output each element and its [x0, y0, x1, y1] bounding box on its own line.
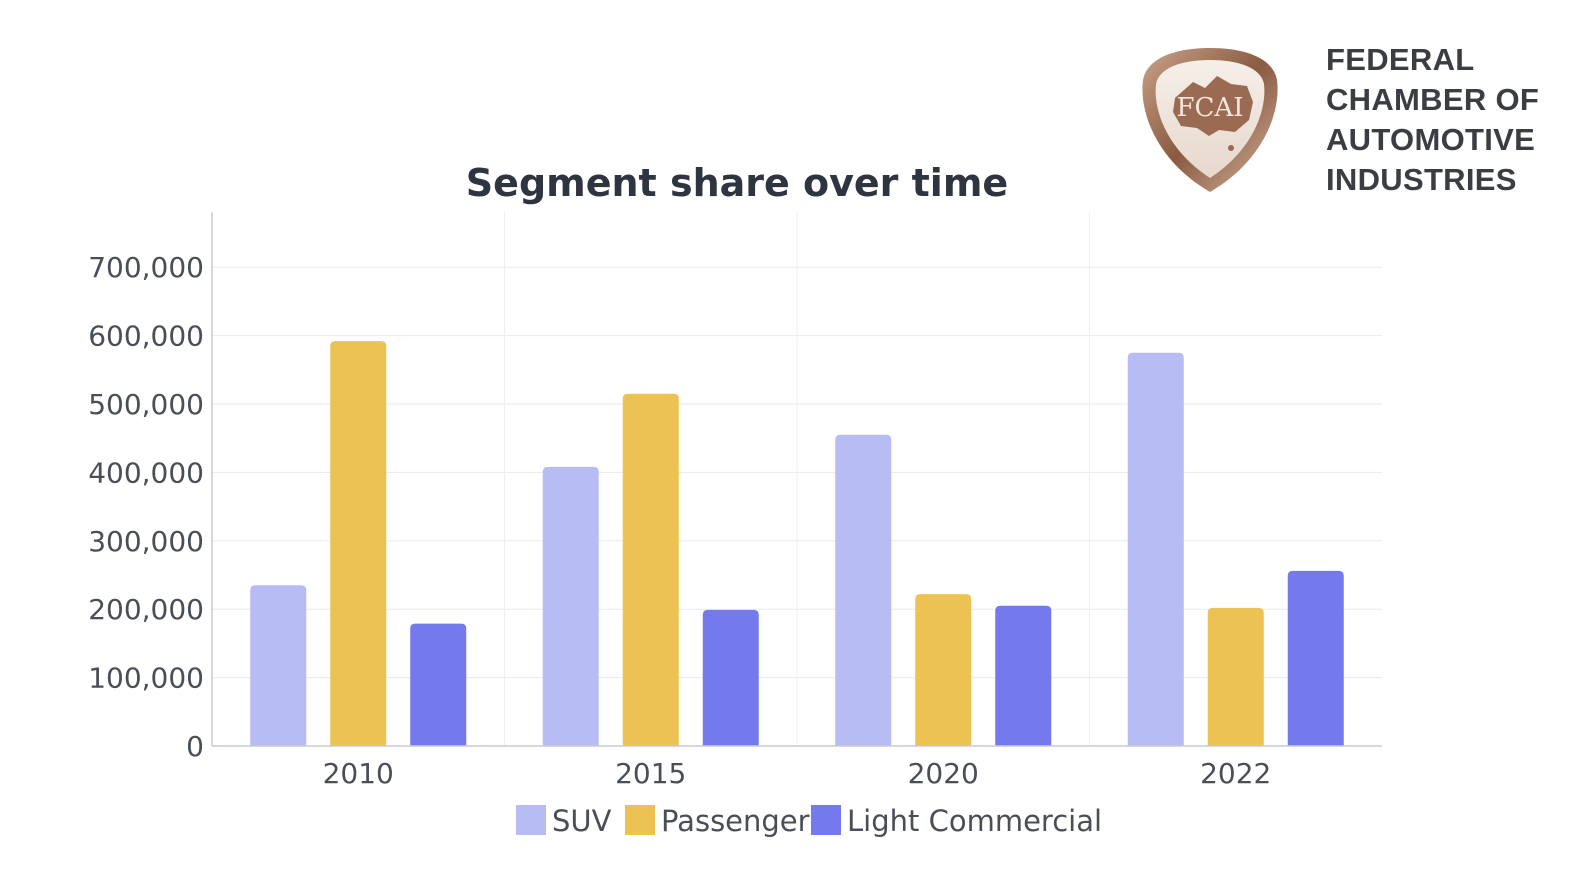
x-tick-label: 2015	[615, 757, 686, 790]
fcai-emblem-icon: FCAI	[1142, 48, 1278, 192]
legend-swatch	[516, 805, 546, 835]
bar-passenger-2022	[1207, 607, 1264, 746]
bar-suv-2010	[250, 585, 307, 746]
org-name-line: FEDERAL	[1326, 42, 1475, 77]
y-tick-label: 400,000	[88, 456, 204, 489]
bars-layer	[250, 341, 1344, 746]
organization-name: FEDERAL CHAMBER OF AUTOMOTIVE INDUSTRIES	[1326, 40, 1566, 200]
bar-passenger-2010	[330, 341, 387, 746]
y-tick-label: 200,000	[88, 593, 204, 626]
chart-title: Segment share over time	[466, 161, 1008, 205]
y-tick-label: 100,000	[88, 662, 204, 695]
x-tick-label: 2010	[323, 757, 394, 790]
bar-suv-2020	[835, 434, 892, 746]
bar-suv-2015	[542, 466, 599, 746]
y-tick-label: 0	[186, 730, 204, 763]
legend: SUV Passenger Light Commercial	[516, 804, 1102, 838]
y-tick-label: 500,000	[88, 388, 204, 421]
org-name-line: CHAMBER OF	[1326, 82, 1540, 117]
legend-swatch	[811, 805, 841, 835]
bar-light-commercial-2015	[702, 609, 759, 746]
bar-light-commercial-2010	[410, 623, 467, 746]
x-tick-label: 2020	[908, 757, 979, 790]
x-tick-label: 2022	[1200, 757, 1271, 790]
y-tick-label: 300,000	[88, 525, 204, 558]
axis-layer: 0 100,000 200,000 300,000 400,000 500,000 600,…	[88, 212, 1382, 790]
bar-passenger-2020	[915, 594, 972, 746]
bar-light-commercial-2022	[1287, 570, 1344, 746]
legend-swatch	[625, 805, 655, 835]
legend-label: SUV	[552, 804, 612, 838]
bar-light-commercial-2020	[995, 605, 1052, 746]
bar-passenger-2015	[622, 393, 679, 746]
y-tick-label: 600,000	[88, 320, 204, 353]
org-name-line: INDUSTRIES	[1326, 162, 1517, 197]
legend-label: Passenger	[661, 804, 810, 838]
bar-suv-2022	[1127, 352, 1184, 746]
fcai-emblem-text: FCAI	[1177, 93, 1244, 123]
brand-block: FCAI	[1135, 40, 1555, 200]
org-name-line: AUTOMOTIVE	[1326, 122, 1536, 157]
y-tick-label: 700,000	[88, 251, 204, 284]
legend-label: Light Commercial	[847, 804, 1102, 838]
grid-layer	[212, 212, 1382, 746]
